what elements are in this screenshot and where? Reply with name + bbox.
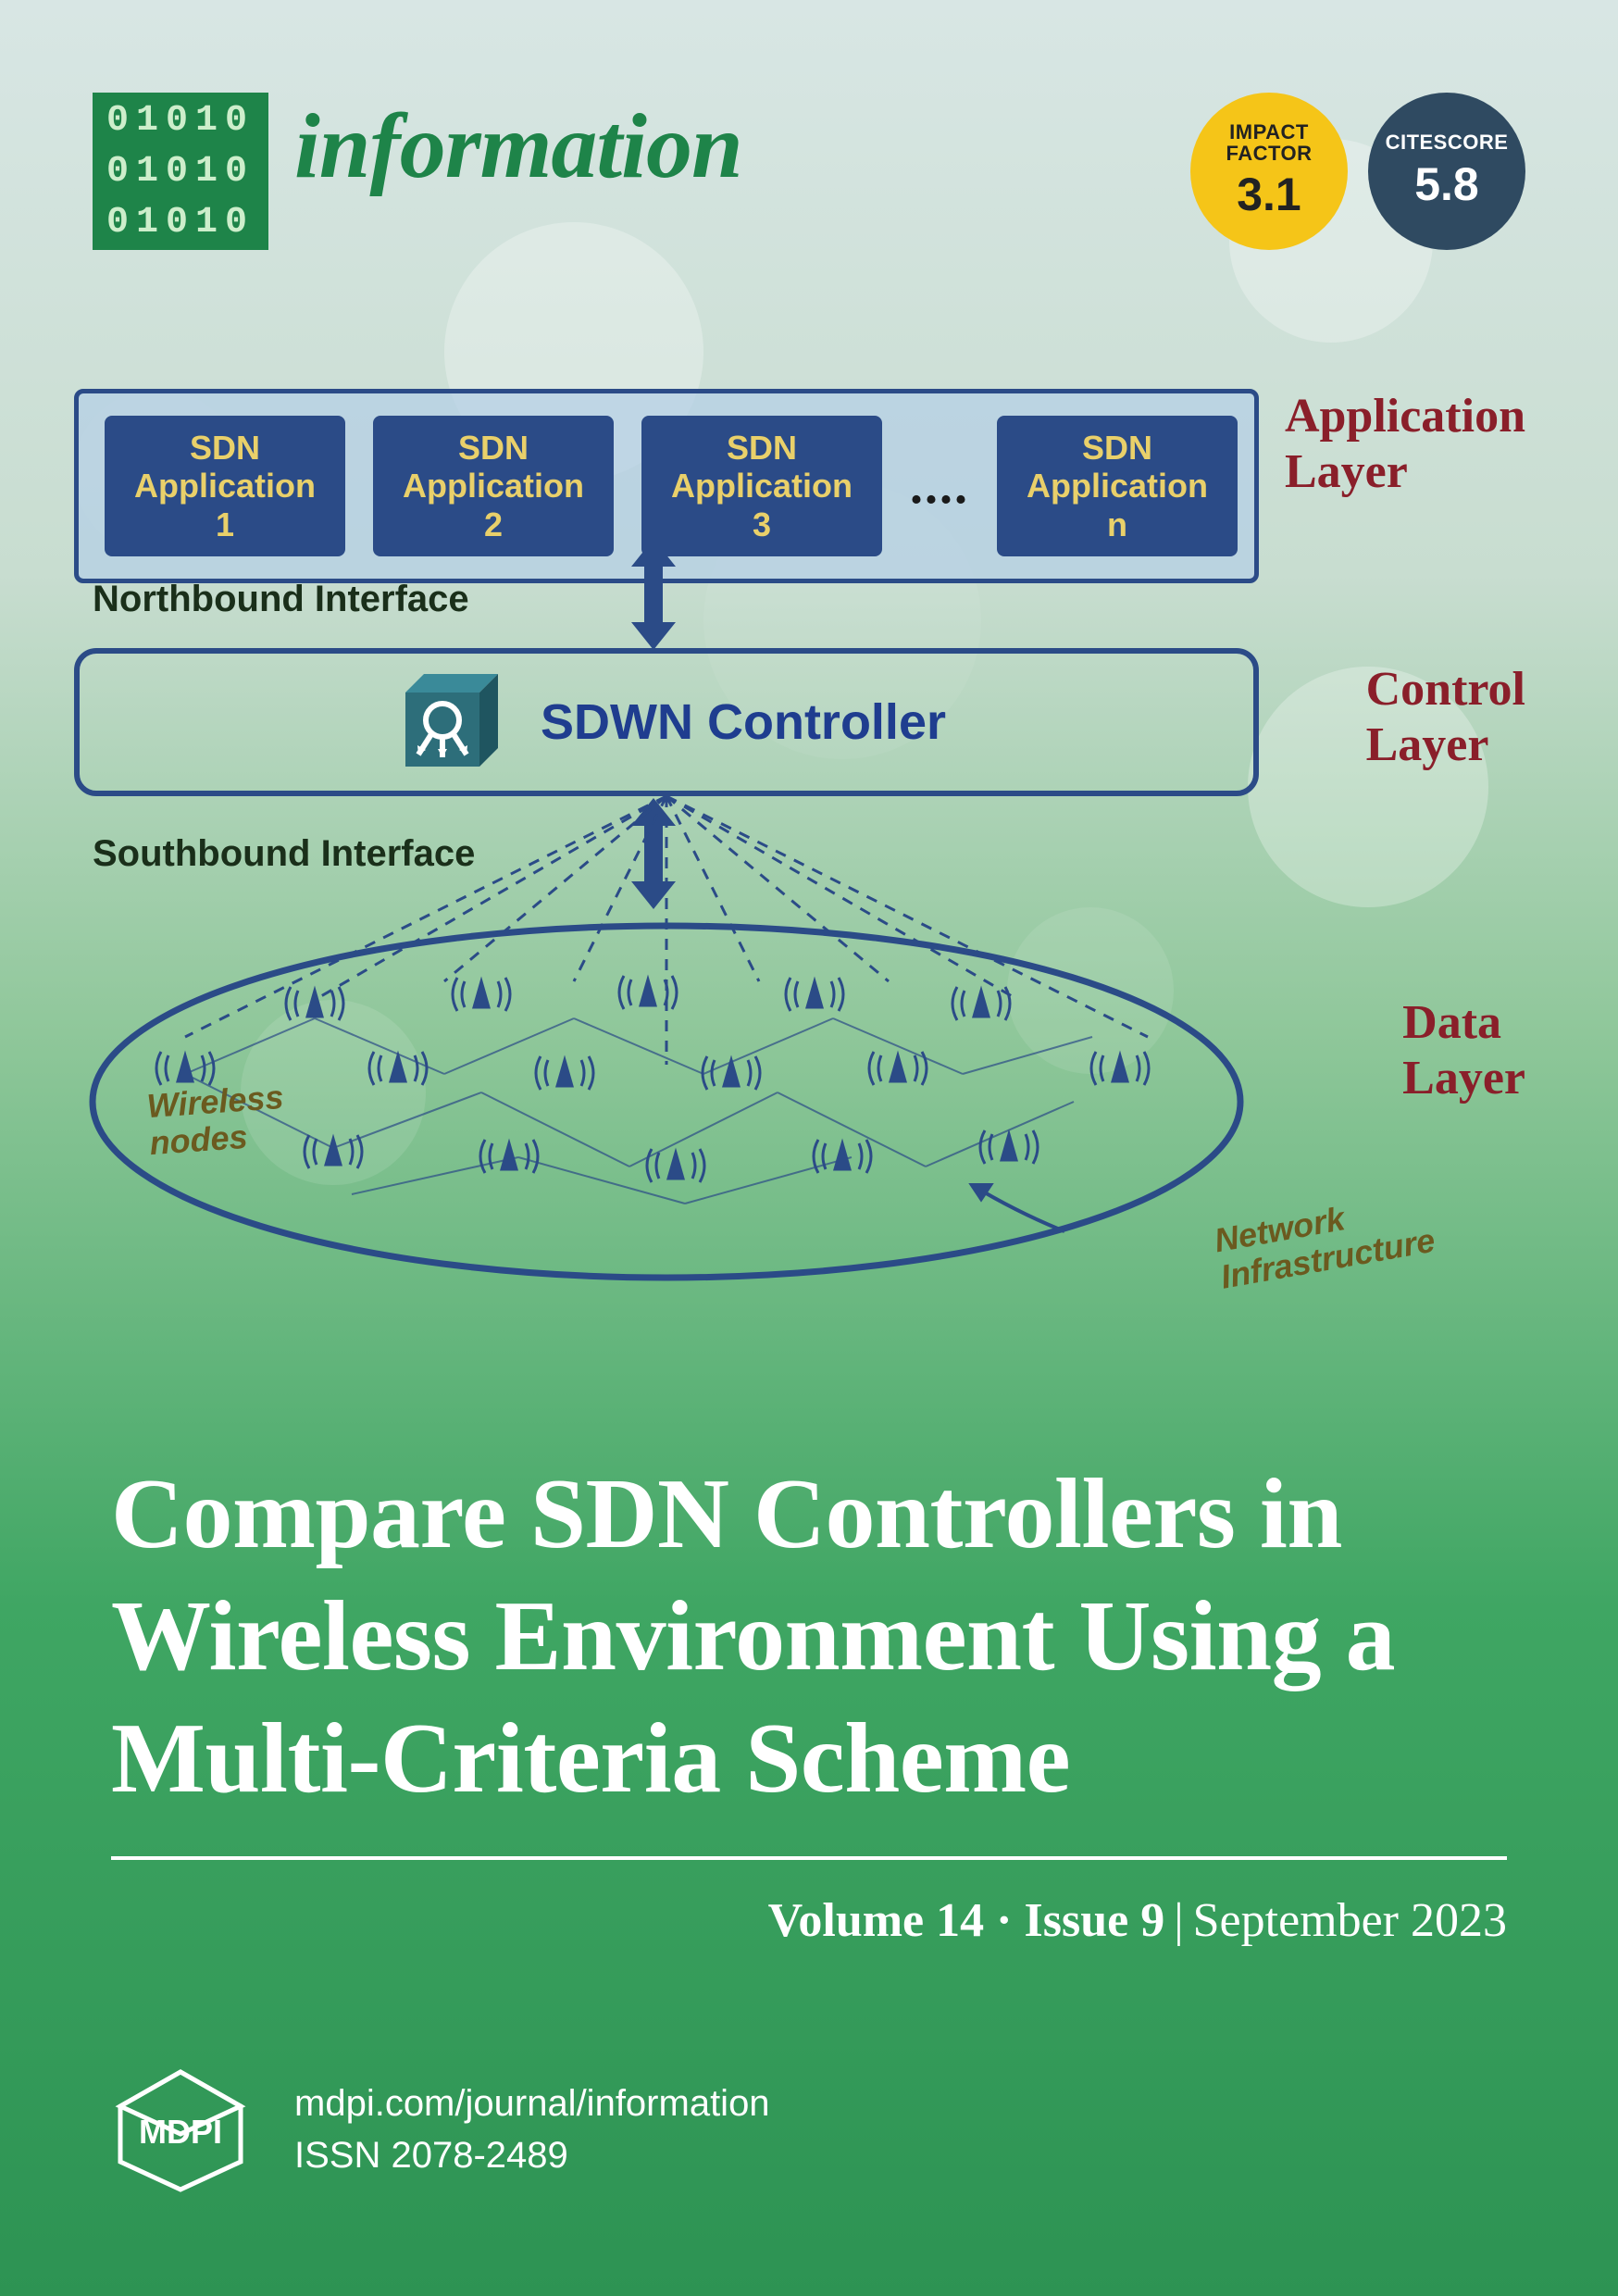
issue-text: Issue 9	[1024, 1894, 1164, 1947]
journal-logo: 01010 01010 01010	[93, 93, 268, 250]
logo-row: 01010	[106, 100, 255, 142]
citescore-badge: CITESCORE 5.8	[1368, 93, 1525, 250]
wireless-nodes-label: Wireless nodes	[145, 1079, 287, 1161]
application-layer-label: Application Layer	[1285, 389, 1525, 500]
northbound-arrow-icon	[626, 539, 681, 650]
impact-factor-label-1: IMPACT	[1229, 121, 1309, 143]
southbound-interface-label: Southbound Interface	[93, 833, 475, 875]
journal-name: information	[294, 93, 742, 199]
metric-badges: IMPACT FACTOR 3.1 CITESCORE 5.8	[1190, 93, 1525, 250]
journal-url: mdpi.com/journal/information	[294, 2078, 770, 2129]
citescore-label: CITESCORE	[1386, 131, 1509, 153]
logo-row: 01010	[106, 202, 255, 243]
controller-cube-icon	[387, 669, 507, 776]
impact-factor-label-2: FACTOR	[1226, 143, 1312, 164]
volume-text: Volume 14	[768, 1894, 985, 1947]
issue-date: September 2023	[1193, 1894, 1507, 1947]
sdn-app-3: SDN Application 3	[641, 416, 882, 556]
cover-title: Compare SDN Controllers in Wireless Envi…	[111, 1454, 1507, 1819]
footer-text: mdpi.com/journal/information ISSN 2078-2…	[294, 2078, 770, 2181]
issue-line: Volume 14 · Issue 9|September 2023	[111, 1893, 1507, 1948]
impact-factor-value: 3.1	[1237, 168, 1301, 221]
sdn-app-1: SDN Application 1	[105, 416, 345, 556]
sdn-app-2: SDN Application 2	[373, 416, 614, 556]
control-layer-box: SDWN Controller	[74, 648, 1259, 796]
impact-factor-badge: IMPACT FACTOR 3.1	[1190, 93, 1348, 250]
journal-issn: ISSN 2078-2489	[294, 2129, 770, 2181]
control-layer-label: Control Layer	[1366, 662, 1525, 773]
logo-row: 01010	[106, 151, 255, 193]
southbound-arrow-icon	[626, 798, 681, 909]
data-layer-label: Data Layer	[1402, 995, 1525, 1106]
svg-text:MDPI: MDPI	[139, 2113, 222, 2151]
mdpi-logo-icon: MDPI	[111, 2065, 250, 2194]
controller-label: SDWN Controller	[541, 693, 946, 751]
ellipsis: ....	[910, 456, 969, 516]
cover-title-block: Compare SDN Controllers in Wireless Envi…	[111, 1454, 1507, 1948]
sdn-app-n: SDN Application n	[997, 416, 1238, 556]
citescore-value: 5.8	[1414, 157, 1479, 211]
title-rule	[111, 1856, 1507, 1860]
footer: MDPI mdpi.com/journal/information ISSN 2…	[111, 2065, 770, 2194]
northbound-interface-label: Northbound Interface	[93, 579, 469, 620]
